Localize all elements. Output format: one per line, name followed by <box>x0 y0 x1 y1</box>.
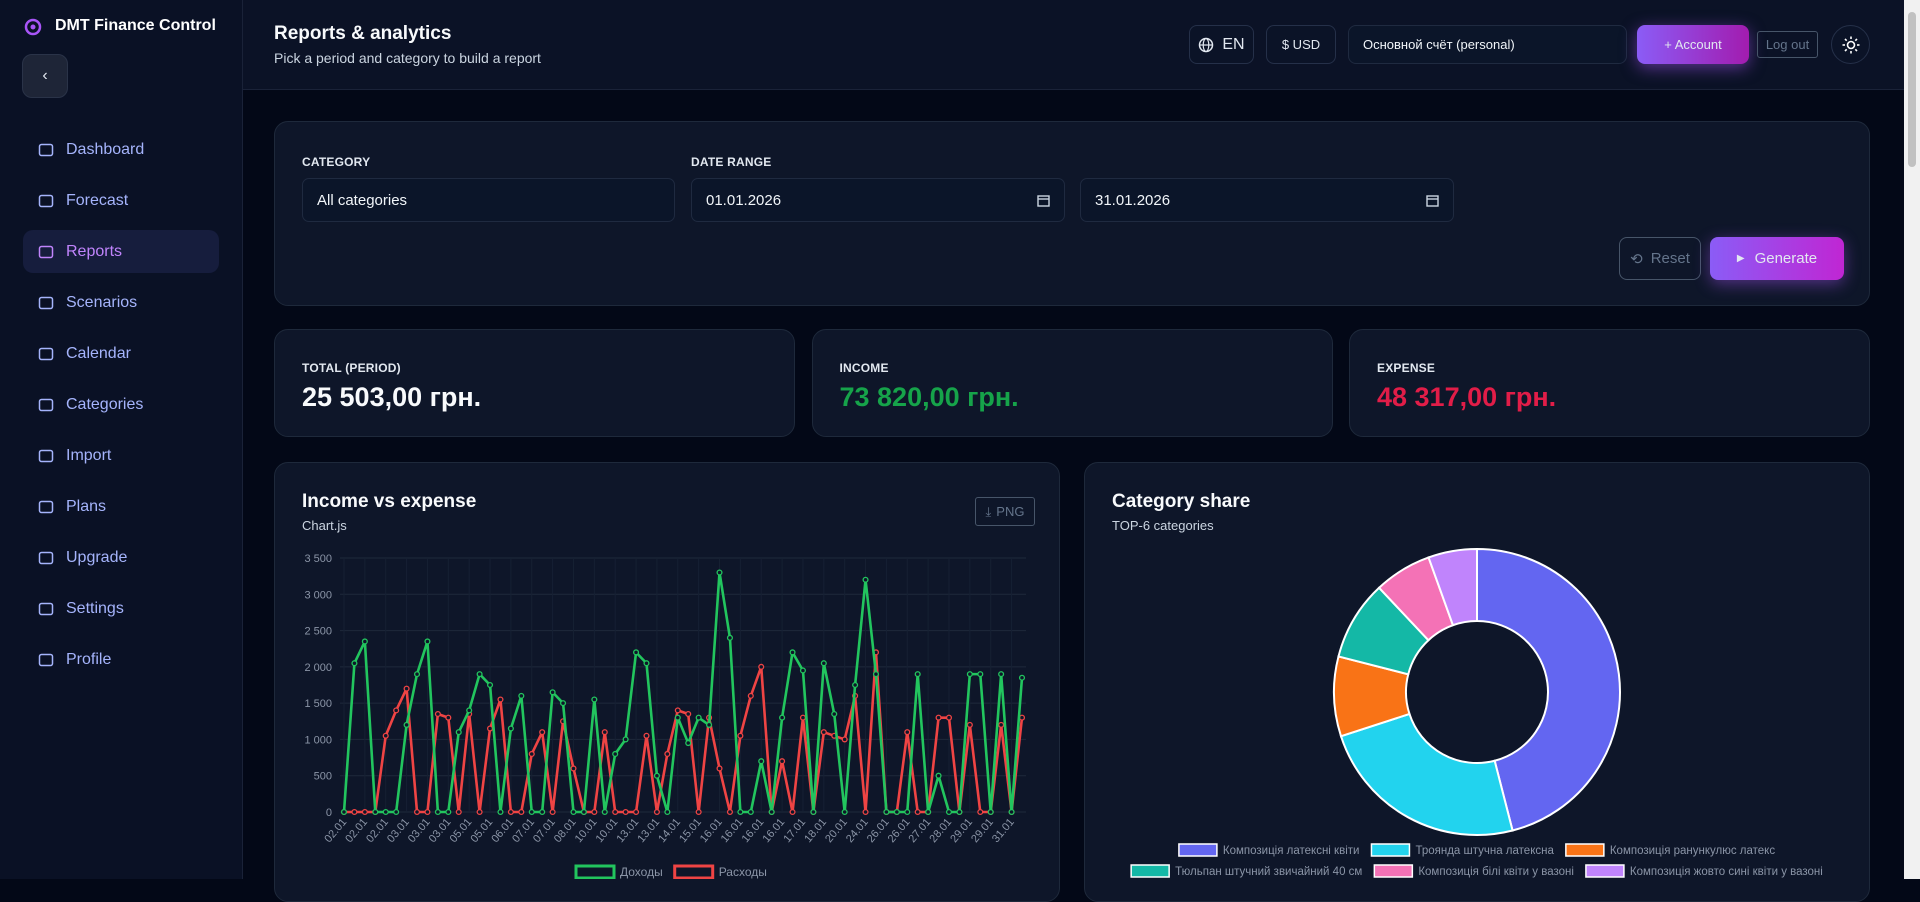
brand: DMT Finance Control <box>55 17 216 34</box>
nav-icon <box>38 500 54 514</box>
nav-item[interactable]: Categories <box>23 383 219 426</box>
nav-label: Scenarios <box>66 294 138 311</box>
sidebar: DMT Finance Control ‹ Dashboard Forecast R… <box>0 0 243 879</box>
nav-item[interactable]: Profile <box>23 638 219 681</box>
date-from[interactable]: 01.01.2026 <box>691 178 1065 222</box>
collapse-button[interactable]: ‹ <box>22 54 68 98</box>
download-icon: ⤓ <box>985 503 992 519</box>
nav-item[interactable]: Import <box>23 434 219 477</box>
language: EN <box>1222 35 1245 53</box>
add-account-button[interactable]: + Account <box>1637 25 1749 64</box>
nav-icon <box>38 296 54 310</box>
theme-toggle[interactable] <box>1831 25 1870 64</box>
reset-icon: ⟲ <box>1630 250 1643 268</box>
category-label: CATEGORY <box>302 155 371 169</box>
stat-label: EXPENSE <box>1377 361 1436 375</box>
calendar-icon <box>1037 195 1050 207</box>
calendar-icon <box>1426 195 1439 207</box>
png-text: PNG <box>996 504 1025 519</box>
scrollbar-thumb[interactable] <box>1908 12 1916 167</box>
stat-card: INCOME 73 820,00 грн. <box>811 329 1333 437</box>
nav-item[interactable]: Plans <box>23 485 219 528</box>
chart-subtitle: TOP-6 categories <box>1112 518 1214 533</box>
logout-button[interactable]: Log out <box>1757 31 1818 58</box>
stat-card: TOTAL (PERIOD) 25 503,00 грн. <box>274 329 795 437</box>
stat-label: INCOME <box>839 361 889 375</box>
nav-item[interactable]: Scenarios <box>23 281 219 324</box>
globe-icon <box>1199 37 1214 52</box>
nav-icon <box>38 347 54 361</box>
reset-button[interactable]: ⟲ Reset <box>1619 237 1701 280</box>
stat-card: EXPENSE 48 317,00 грн. <box>1349 329 1870 437</box>
reset-text: Reset <box>1650 250 1690 267</box>
stat-value: 48 317,00 грн. <box>1377 382 1557 412</box>
chart-subtitle: Chart.js <box>302 518 347 533</box>
png-button[interactable]: ⤓ PNG <box>975 497 1035 526</box>
nav-item[interactable]: Dashboard <box>23 128 219 171</box>
chart-title: Income vs expense <box>302 491 477 512</box>
nav-icon <box>38 398 54 412</box>
nav-label: Profile <box>66 651 112 668</box>
nav-icon <box>38 449 54 463</box>
nav-item[interactable]: Reports <box>23 230 219 273</box>
nav-label: Calendar <box>66 345 131 362</box>
doughnut-card: Category share TOP-6 categories <box>1084 462 1870 902</box>
nav-label: Upgrade <box>66 549 128 566</box>
date-to[interactable]: 31.01.2026 <box>1080 178 1454 222</box>
nav-label: Reports <box>66 243 123 260</box>
header: Reports & analytics Pick a period and ca… <box>243 0 1904 90</box>
page-subtitle: Pick a period and category to build a re… <box>274 50 541 66</box>
nav-icon <box>38 143 54 157</box>
brand-logo <box>24 18 42 36</box>
date-range-label: DATE RANGE <box>691 155 772 169</box>
date-to-text: 31.01.2026 <box>1095 191 1171 209</box>
chart-title: Category share <box>1112 491 1251 512</box>
line-chart-card: Income vs expense Chart.js ⤓ PNG <box>274 462 1060 902</box>
nav-icon <box>38 653 54 667</box>
scrollbar[interactable] <box>1904 0 1920 879</box>
nav-item[interactable]: Settings <box>23 587 219 630</box>
nav-label: Dashboard <box>66 141 145 158</box>
play-icon: ▶ <box>1736 253 1745 264</box>
nav-icon <box>38 602 54 616</box>
nav-icon <box>38 194 54 208</box>
nav-label: Plans <box>66 498 107 515</box>
nav-label: Categories <box>66 396 144 413</box>
generate-text: Generate <box>1754 250 1818 267</box>
nav-icon <box>38 245 54 259</box>
category-select[interactable]: All categories <box>302 178 675 222</box>
nav-icon <box>38 551 54 565</box>
stat-label: TOTAL (PERIOD) <box>302 361 401 375</box>
nav-item[interactable]: Forecast <box>23 179 219 222</box>
nav-item[interactable]: Upgrade <box>23 536 219 579</box>
date-from-text: 01.01.2026 <box>706 191 782 209</box>
page-title: Reports & analytics <box>274 23 452 44</box>
nav-label: Import <box>66 447 112 464</box>
filter-card: CATEGORY All categories DATE RANGE 01.01… <box>274 121 1870 306</box>
currency-button[interactable]: $ USD <box>1266 25 1336 64</box>
sun-icon <box>1842 36 1859 53</box>
stat-value: 25 503,00 грн. <box>302 382 482 412</box>
stat-value: 73 820,00 грн. <box>839 382 1019 412</box>
nav-label: Forecast <box>66 192 129 209</box>
nav-label: Settings <box>66 600 124 617</box>
nav-item[interactable]: Calendar <box>23 332 219 375</box>
account-select[interactable]: Основной счёт (personal) <box>1348 25 1627 64</box>
generate-button[interactable]: ▶ Generate <box>1710 237 1844 280</box>
language-button[interactable]: EN <box>1189 25 1254 64</box>
